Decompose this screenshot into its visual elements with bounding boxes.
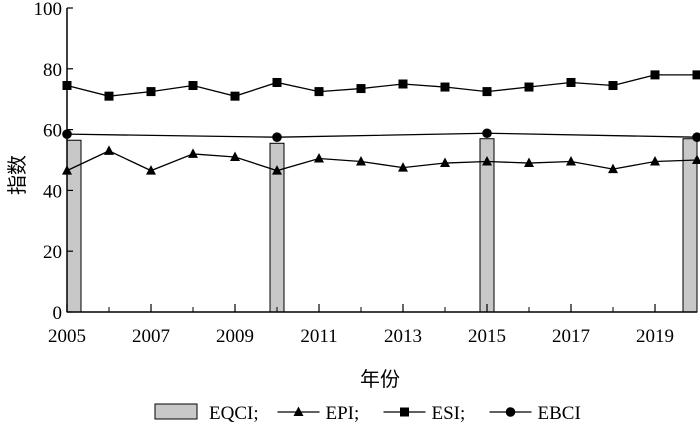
esi-point-2013 [398, 79, 408, 89]
legend: EQCI; EPI; ESI; EBCI [154, 403, 581, 424]
ebci-point-2015 [482, 128, 492, 139]
ebci-line [66, 132, 698, 138]
legend-marker-ebci [505, 407, 516, 417]
legend-label-eqci: EQCI; [209, 403, 259, 424]
eqci-bar-2020 [682, 138, 698, 313]
esi-point-2011 [314, 87, 324, 97]
legend-marker-esi [400, 407, 409, 417]
esi-point-2010 [272, 77, 282, 87]
esi-point-2014 [440, 82, 450, 92]
esi-point-2006 [104, 91, 114, 101]
x-tick-label-2011: 2011 [300, 326, 337, 347]
x-tick-label-2013: 2013 [384, 326, 422, 347]
esi-point-2015 [482, 87, 492, 97]
legend-swatch-eqci [154, 403, 198, 420]
epi-point-2007 [146, 165, 156, 175]
epi-point-2008 [188, 148, 198, 158]
x-tick-label-2017: 2017 [552, 326, 590, 347]
epi-point-2009 [230, 151, 240, 161]
legend-label-esi: ESI; [432, 403, 466, 424]
esi-point-2020 [692, 70, 700, 80]
epi-point-2005 [62, 165, 72, 175]
x-tick-label-2007: 2007 [132, 326, 170, 347]
epi-point-2013 [398, 162, 408, 172]
x-tick-label-2019: 2019 [636, 326, 674, 347]
epi-point-2011 [314, 152, 324, 163]
legend-label-ebci: EBCI [538, 403, 581, 424]
y-tick-label-80: 80 [43, 60, 62, 81]
x-tick-label-2009: 2009 [216, 326, 254, 347]
eqci-bar-2005 [66, 139, 82, 313]
ebci-point-2005 [62, 129, 72, 139]
epi-point-2020 [692, 154, 700, 164]
ebci-point-2020 [692, 132, 700, 142]
epi-point-2012 [356, 156, 366, 166]
y-tick-label-0: 0 [53, 303, 63, 324]
y-tick-label-100: 100 [34, 0, 63, 20]
esi-point-2009 [230, 91, 240, 101]
epi-point-2019 [650, 156, 660, 166]
epi-point-2010 [272, 165, 282, 175]
esi-point-2017 [566, 77, 576, 87]
y-tick-label-20: 20 [43, 242, 62, 263]
legend-marker-epi [293, 406, 304, 416]
esi-point-2018 [608, 81, 618, 91]
esi-line [66, 74, 697, 97]
esi-point-2016 [524, 82, 534, 92]
epi-point-2018 [608, 163, 618, 174]
x-axis-title: 年份 [360, 367, 400, 391]
x-tick-label-2005: 2005 [48, 326, 86, 347]
epi-point-2014 [440, 157, 450, 168]
epi-point-2015 [482, 156, 492, 166]
ebci-point-2010 [272, 132, 282, 142]
y-tick-label-40: 40 [43, 181, 62, 202]
epi-point-2016 [524, 157, 534, 168]
esi-point-2019 [650, 70, 660, 80]
y-tick-label-60: 60 [43, 121, 62, 142]
epi-line [66, 150, 698, 172]
epi-point-2017 [566, 156, 576, 166]
legend-label-epi: EPI; [326, 403, 360, 424]
esi-point-2008 [188, 81, 198, 91]
y-axis-title: 指数 [5, 155, 29, 195]
esi-point-2005 [62, 81, 72, 91]
esi-point-2007 [146, 87, 156, 97]
epi-point-2006 [104, 145, 114, 155]
plot-area: 0 20 40 60 80 100 2005 2007 2009 2011 2013 2015 2017… [34, 0, 700, 347]
esi-point-2012 [356, 84, 366, 94]
x-tick-label-2015: 2015 [468, 326, 506, 347]
